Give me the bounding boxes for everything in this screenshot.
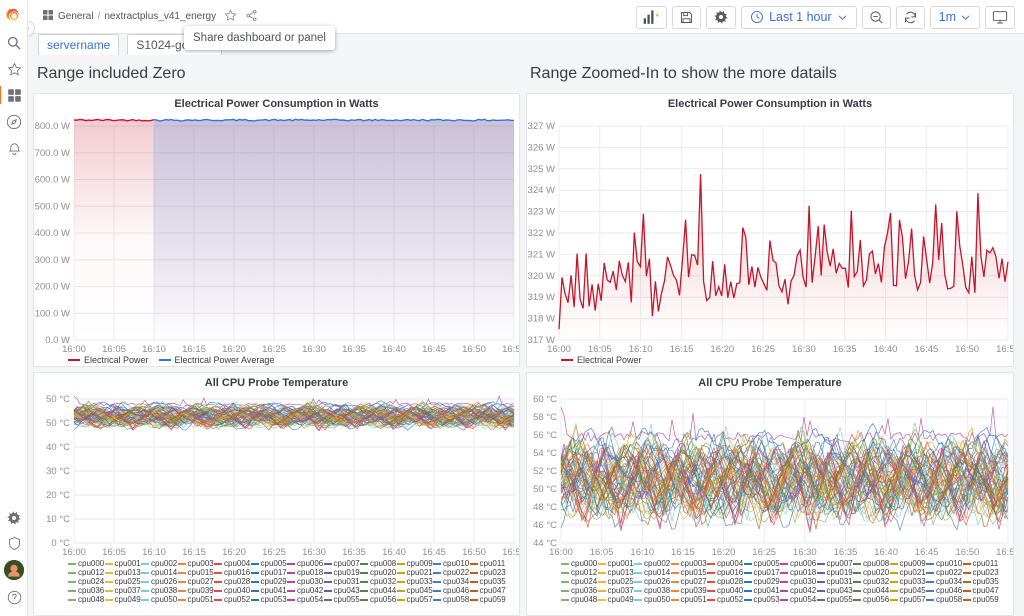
svg-text:322 W: 322 W — [528, 228, 555, 239]
svg-text:52 °C: 52 °C — [533, 466, 557, 477]
svg-text:16:50: 16:50 — [462, 547, 486, 558]
svg-text:16:45: 16:45 — [915, 344, 939, 355]
svg-text:327 W: 327 W — [528, 121, 555, 132]
svg-text:50 °C: 50 °C — [533, 484, 557, 495]
svg-text:200.0 W: 200.0 W — [35, 282, 70, 293]
svg-text:30 °C: 30 °C — [46, 466, 70, 477]
svg-text:54 °C: 54 °C — [533, 448, 557, 459]
svg-text:321 W: 321 W — [528, 249, 555, 260]
svg-text:325 W: 325 W — [528, 164, 555, 175]
svg-text:16:20: 16:20 — [712, 547, 736, 558]
svg-text:16:20: 16:20 — [222, 344, 246, 355]
svg-text:300.0 W: 300.0 W — [35, 255, 70, 266]
svg-text:16:50: 16:50 — [956, 547, 980, 558]
svg-text:16:45: 16:45 — [422, 344, 446, 355]
svg-text:16:00: 16:00 — [547, 344, 571, 355]
svg-text:16:55: 16:55 — [502, 344, 520, 355]
svg-text:16:40: 16:40 — [874, 547, 898, 558]
svg-text:16:15: 16:15 — [182, 344, 206, 355]
svg-text:16:40: 16:40 — [382, 547, 406, 558]
svg-text:16:15: 16:15 — [670, 344, 694, 355]
svg-text:16:45: 16:45 — [915, 547, 939, 558]
svg-text:16:10: 16:10 — [629, 344, 653, 355]
svg-text:16:25: 16:25 — [262, 344, 286, 355]
svg-text:500.0 W: 500.0 W — [35, 201, 70, 212]
svg-text:16:20: 16:20 — [710, 344, 734, 355]
svg-text:318 W: 318 W — [528, 314, 555, 325]
svg-text:40 °C: 40 °C — [46, 442, 70, 453]
svg-text:16:10: 16:10 — [630, 547, 654, 558]
svg-text:16:05: 16:05 — [102, 547, 126, 558]
svg-text:10 °C: 10 °C — [46, 514, 70, 525]
svg-text:50 °C: 50 °C — [46, 394, 70, 405]
svg-text:16:40: 16:40 — [874, 344, 898, 355]
svg-text:16:50: 16:50 — [955, 344, 979, 355]
svg-text:323 W: 323 W — [528, 207, 555, 218]
svg-text:16:30: 16:30 — [302, 344, 326, 355]
svg-text:326 W: 326 W — [528, 142, 555, 153]
svg-text:16:55: 16:55 — [502, 547, 520, 558]
svg-text:16:40: 16:40 — [382, 344, 406, 355]
svg-text:16:35: 16:35 — [833, 344, 857, 355]
svg-text:319 W: 319 W — [528, 292, 555, 303]
svg-text:16:50: 16:50 — [462, 344, 486, 355]
svg-text:16:00: 16:00 — [62, 344, 86, 355]
svg-text:16:05: 16:05 — [588, 344, 612, 355]
svg-text:16:25: 16:25 — [751, 344, 775, 355]
svg-text:16:00: 16:00 — [62, 547, 86, 558]
svg-text:16:15: 16:15 — [182, 547, 206, 558]
svg-text:16:35: 16:35 — [342, 547, 366, 558]
svg-text:16:35: 16:35 — [834, 547, 858, 558]
svg-text:16:10: 16:10 — [142, 547, 166, 558]
svg-text:16:00: 16:00 — [549, 547, 573, 558]
svg-text:16:25: 16:25 — [262, 547, 286, 558]
svg-text:700.0 W: 700.0 W — [35, 148, 70, 159]
svg-text:48 °C: 48 °C — [533, 502, 557, 513]
svg-text:100.0 W: 100.0 W — [35, 308, 70, 319]
svg-text:16:05: 16:05 — [102, 344, 126, 355]
svg-text:16:30: 16:30 — [793, 547, 817, 558]
svg-text:58 °C: 58 °C — [533, 412, 557, 423]
svg-text:16:30: 16:30 — [302, 547, 326, 558]
svg-text:16:55: 16:55 — [996, 344, 1014, 355]
svg-text:46 °C: 46 °C — [533, 520, 557, 531]
svg-text:800.0 W: 800.0 W — [35, 121, 70, 132]
svg-text:16:05: 16:05 — [590, 547, 614, 558]
svg-text:400.0 W: 400.0 W — [35, 228, 70, 239]
svg-text:16:35: 16:35 — [342, 344, 366, 355]
svg-text:16:45: 16:45 — [422, 547, 446, 558]
svg-text:324 W: 324 W — [528, 185, 555, 196]
svg-text:600.0 W: 600.0 W — [35, 175, 70, 186]
svg-text:16:10: 16:10 — [142, 344, 166, 355]
svg-text:50 °C: 50 °C — [46, 418, 70, 429]
svg-text:16:25: 16:25 — [752, 547, 776, 558]
svg-text:16:20: 16:20 — [222, 547, 246, 558]
svg-text:16:55: 16:55 — [996, 547, 1014, 558]
svg-text:60 °C: 60 °C — [533, 394, 557, 405]
svg-text:16:30: 16:30 — [792, 344, 816, 355]
svg-text:16:15: 16:15 — [671, 547, 695, 558]
svg-text:20 °C: 20 °C — [46, 490, 70, 501]
svg-text:320 W: 320 W — [528, 271, 555, 282]
svg-text:56 °C: 56 °C — [533, 430, 557, 441]
